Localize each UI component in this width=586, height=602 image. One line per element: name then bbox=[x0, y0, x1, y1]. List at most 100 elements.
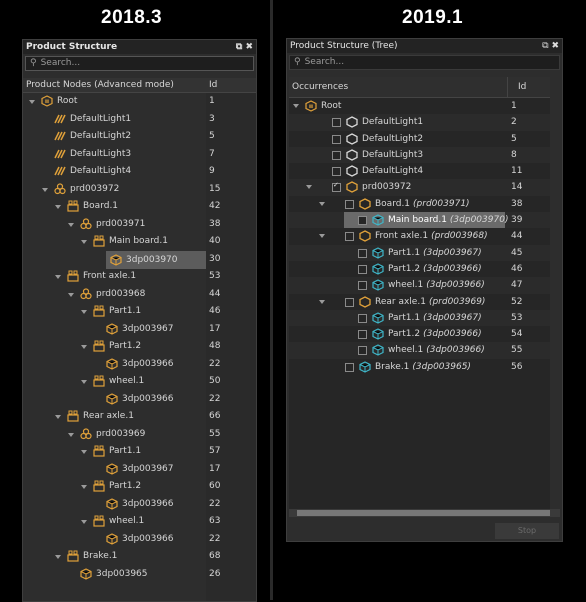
expand-arrow-icon[interactable] bbox=[68, 432, 74, 437]
expand-arrow-icon[interactable] bbox=[81, 485, 87, 489]
tree-row[interactable]: DefaultLight4 9 bbox=[23, 163, 256, 181]
tree-row[interactable]: Part1.1 (3dp003967) 45 bbox=[289, 244, 550, 261]
node-reference: (3dp003967) bbox=[423, 247, 482, 258]
expand-arrow-icon[interactable] bbox=[293, 104, 299, 108]
tree-row[interactable]: Brake.1 (3dp003965) 56 bbox=[289, 359, 550, 375]
tree-row[interactable]: Part1.2 (3dp003966) 54 bbox=[289, 326, 550, 342]
visibility-checkbox[interactable] bbox=[358, 248, 367, 258]
tree-row[interactable]: Rear axle.1 (prd003969) 52 bbox=[289, 294, 550, 310]
expand-arrow-icon[interactable] bbox=[68, 222, 74, 227]
visibility-checkbox[interactable] bbox=[332, 181, 341, 193]
tree-row[interactable]: 3dp003966 22 bbox=[23, 531, 256, 549]
expand-arrow-icon[interactable] bbox=[81, 380, 87, 384]
expand-arrow-icon[interactable] bbox=[81, 520, 87, 524]
tree-row[interactable]: Part1.1 46 bbox=[23, 303, 256, 321]
expand-arrow-icon[interactable] bbox=[81, 310, 87, 314]
column-header-id[interactable]: Id bbox=[209, 80, 218, 90]
tree-row[interactable]: Part1.2 (3dp003966) 46 bbox=[289, 261, 550, 277]
tree-row[interactable]: 3dp003967 17 bbox=[23, 461, 256, 479]
visibility-checkbox[interactable] bbox=[358, 281, 367, 291]
tree-row[interactable]: 3dp003966 22 bbox=[23, 356, 256, 374]
expand-arrow-icon[interactable] bbox=[55, 275, 61, 279]
tree-row[interactable]: wheel.1 (3dp003966) 55 bbox=[289, 342, 550, 359]
undock-icon[interactable]: ⧉ bbox=[542, 41, 549, 51]
tree-row[interactable]: Main board.1 40 bbox=[23, 233, 256, 251]
expand-arrow-icon[interactable] bbox=[55, 205, 61, 209]
tree-row[interactable]: Front axle.1 53 bbox=[23, 268, 256, 286]
node-id: 7 bbox=[209, 148, 215, 159]
tree-row[interactable]: Root 1 bbox=[289, 98, 550, 114]
tree-row[interactable]: 3dp003966 22 bbox=[23, 391, 256, 409]
expand-arrow-icon[interactable] bbox=[319, 299, 325, 304]
expand-arrow-icon[interactable] bbox=[81, 240, 87, 244]
visibility-checkbox[interactable] bbox=[345, 362, 354, 372]
tree-row[interactable]: DefaultLight1 2 bbox=[289, 114, 550, 131]
tree-row[interactable]: DefaultLight1 3 bbox=[23, 111, 256, 129]
tree-row[interactable]: Part1.1 (3dp003967) 53 bbox=[289, 309, 550, 327]
tree-row[interactable]: wheel.1 63 bbox=[23, 513, 256, 531]
column-header-nodes[interactable]: Product Nodes (Advanced mode) bbox=[26, 80, 174, 90]
visibility-checkbox[interactable] bbox=[358, 216, 367, 226]
expand-arrow-icon[interactable] bbox=[319, 201, 325, 206]
visibility-checkbox[interactable] bbox=[332, 134, 341, 144]
expand-arrow-icon[interactable] bbox=[29, 100, 35, 104]
expand-arrow-icon[interactable] bbox=[306, 185, 312, 190]
expand-arrow-icon[interactable] bbox=[319, 234, 325, 239]
tree-row[interactable]: 3dp003966 22 bbox=[23, 496, 256, 514]
expand-arrow-icon[interactable] bbox=[81, 450, 87, 454]
stop-button[interactable]: Stop bbox=[495, 523, 559, 539]
visibility-checkbox[interactable] bbox=[358, 313, 367, 323]
expand-arrow-icon[interactable] bbox=[55, 415, 61, 419]
tree-row[interactable]: DefaultLight2 5 bbox=[23, 128, 256, 146]
tree-row[interactable]: Front axle.1 (prd003968) 44 bbox=[289, 228, 550, 244]
visibility-checkbox[interactable] bbox=[358, 330, 367, 340]
tree-row[interactable]: DefaultLight3 8 bbox=[289, 146, 550, 164]
tree-row[interactable]: prd003971 38 bbox=[23, 216, 256, 234]
tree-row[interactable]: prd003972 15 bbox=[23, 181, 256, 199]
tree-row[interactable]: prd003968 44 bbox=[23, 286, 256, 304]
divider bbox=[270, 0, 273, 600]
tree-row[interactable]: Board.1 42 bbox=[23, 198, 256, 216]
tree-row[interactable]: 3dp003970 30 bbox=[23, 250, 256, 269]
horizontal-scrollbar[interactable] bbox=[289, 509, 560, 517]
visibility-checkbox[interactable] bbox=[345, 297, 354, 307]
undock-icon[interactable]: ⧉ bbox=[235, 42, 243, 52]
tree-row[interactable]: 3dp003967 17 bbox=[23, 321, 256, 339]
visibility-checkbox[interactable] bbox=[332, 118, 341, 128]
tree-row[interactable]: prd003972 14 bbox=[289, 179, 550, 196]
visibility-checkbox[interactable] bbox=[358, 346, 367, 356]
tree-row[interactable]: prd003969 55 bbox=[23, 426, 256, 444]
visibility-checkbox[interactable] bbox=[332, 167, 341, 177]
visibility-checkbox[interactable] bbox=[358, 264, 367, 274]
visibility-checkbox[interactable] bbox=[332, 150, 341, 160]
search-input[interactable]: ⚲ Search... bbox=[25, 56, 254, 71]
visibility-checkbox[interactable] bbox=[345, 232, 354, 242]
tree-row[interactable]: wheel.1 (3dp003966) 47 bbox=[289, 277, 550, 294]
search-input[interactable]: ⚲ Search... bbox=[289, 55, 560, 70]
tree-row[interactable]: Root 1 bbox=[23, 93, 256, 111]
node-label: Front axle.1 bbox=[375, 231, 429, 242]
column-header-occurrences[interactable]: Occurrences bbox=[292, 82, 349, 92]
expand-arrow-icon[interactable] bbox=[68, 292, 74, 297]
close-icon[interactable]: ✖ bbox=[245, 42, 253, 52]
tree-row[interactable]: DefaultLight2 5 bbox=[289, 131, 550, 147]
expand-arrow-icon[interactable] bbox=[42, 187, 48, 192]
expand-arrow-icon[interactable] bbox=[55, 555, 61, 559]
tree-row[interactable]: Board.1 (prd003971) 38 bbox=[289, 196, 550, 212]
tree-row[interactable]: Part1.2 48 bbox=[23, 338, 256, 356]
close-icon[interactable]: ✖ bbox=[551, 41, 559, 51]
tree-row[interactable]: Rear axle.1 66 bbox=[23, 408, 256, 426]
tree-row[interactable]: Brake.1 68 bbox=[23, 548, 256, 566]
expand-arrow-icon[interactable] bbox=[81, 345, 87, 349]
node-id: 63 bbox=[209, 516, 221, 526]
tree-row[interactable]: Main board.1 (3dp003970) 39 bbox=[289, 212, 550, 229]
tree-row[interactable]: Part1.2 60 bbox=[23, 478, 256, 496]
tree-row[interactable]: Part1.1 57 bbox=[23, 443, 256, 461]
tree-row[interactable]: wheel.1 50 bbox=[23, 373, 256, 391]
tree-row[interactable]: DefaultLight3 7 bbox=[23, 146, 256, 164]
tree-row[interactable]: DefaultLight4 11 bbox=[289, 163, 550, 179]
node-id: 2 bbox=[511, 117, 517, 128]
column-header-id[interactable]: Id bbox=[507, 77, 526, 97]
visibility-checkbox[interactable] bbox=[345, 199, 354, 209]
tree-row[interactable]: 3dp003965 26 bbox=[23, 566, 256, 584]
